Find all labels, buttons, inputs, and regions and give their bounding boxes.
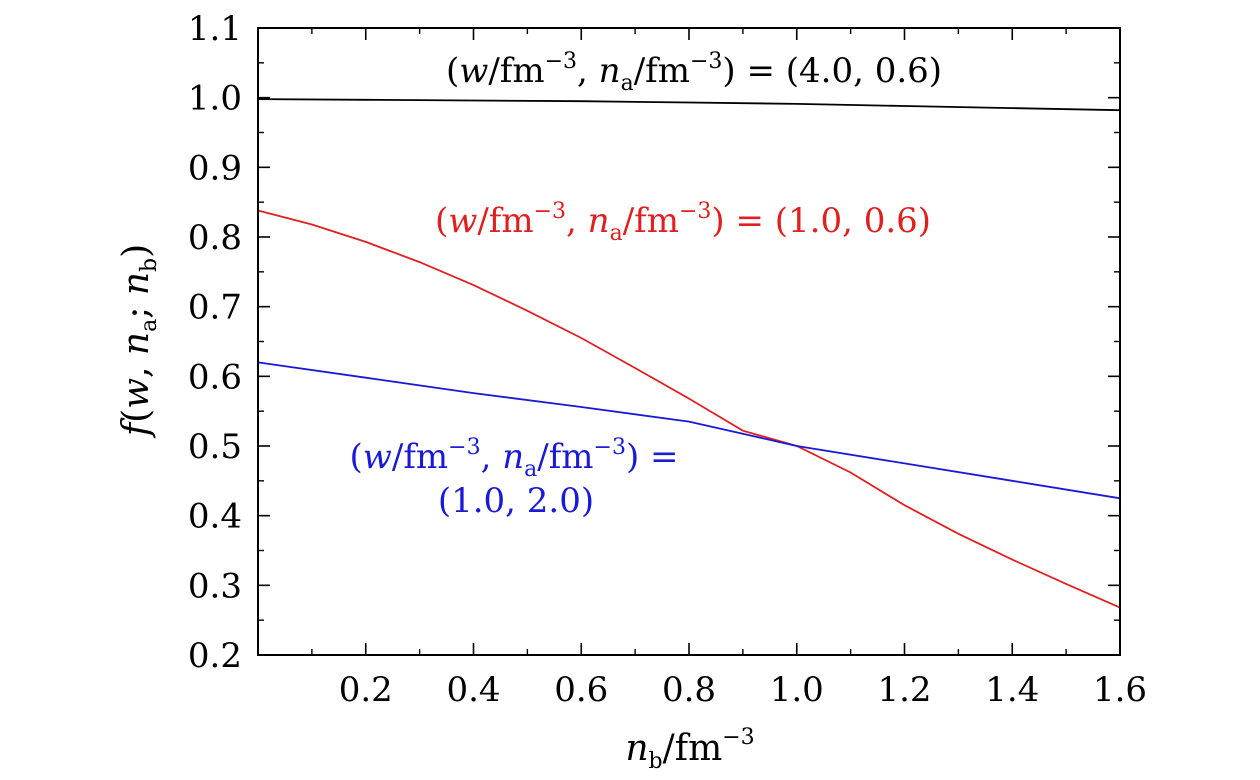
annotation-blue-line-1: (w/fm−3, na/fm−3) = xyxy=(349,435,678,482)
x-tick-label: 1.0 xyxy=(770,670,824,710)
x-tick-label: 1.2 xyxy=(877,670,931,710)
x-tick-label: 0.4 xyxy=(446,670,500,710)
series-line-red xyxy=(257,209,1121,609)
tick-label-layer: 0.2 0.4 0.6 0.8 1.0 1.2 1.4 1.6 0.2 0.3 0.4 0.5 0.6 0… xyxy=(188,9,1147,710)
annotation-red-line-1: (w/fm−3, na/fm−3) = (1.0, 0.6) xyxy=(435,199,931,246)
y-tick-label: 0.6 xyxy=(188,357,242,397)
series-layer xyxy=(257,98,1121,609)
plot-frame xyxy=(257,27,1121,656)
series-line-black xyxy=(257,98,1121,112)
y-tick-label: 1.0 xyxy=(188,79,242,119)
y-tick-label: 0.9 xyxy=(188,148,242,188)
x-axis-label: nb/fm−3 xyxy=(625,725,754,774)
y-tick-label: 1.1 xyxy=(188,9,242,49)
y-tick-label: 0.8 xyxy=(188,218,242,258)
annotation-layer: (w/fm−3, na/fm−3) = (4.0, 0.6) (w/fm−3, n… xyxy=(349,49,942,521)
y-tick-label: 0.7 xyxy=(188,288,242,328)
x-tick-label: 1.6 xyxy=(1093,670,1147,710)
x-tick-label: 1.4 xyxy=(985,670,1039,710)
y-axis-label: f(w, na; nb) xyxy=(116,244,162,439)
y-tick-label: 0.2 xyxy=(188,636,242,676)
series-line-blue xyxy=(257,361,1121,500)
x-tick-label: 0.8 xyxy=(662,670,716,710)
y-tick-label: 0.5 xyxy=(188,427,242,467)
x-tick-label: 0.6 xyxy=(554,670,608,710)
y-tick-label: 0.4 xyxy=(188,497,242,537)
annotation-black-line-1: (w/fm−3, na/fm−3) = (4.0, 0.6) xyxy=(446,49,942,96)
axes-layer xyxy=(257,27,1121,656)
annotation-blue-line-2: (1.0, 2.0) xyxy=(438,481,594,521)
x-tick-label: 0.2 xyxy=(339,670,393,710)
y-tick-label: 0.3 xyxy=(188,566,242,606)
